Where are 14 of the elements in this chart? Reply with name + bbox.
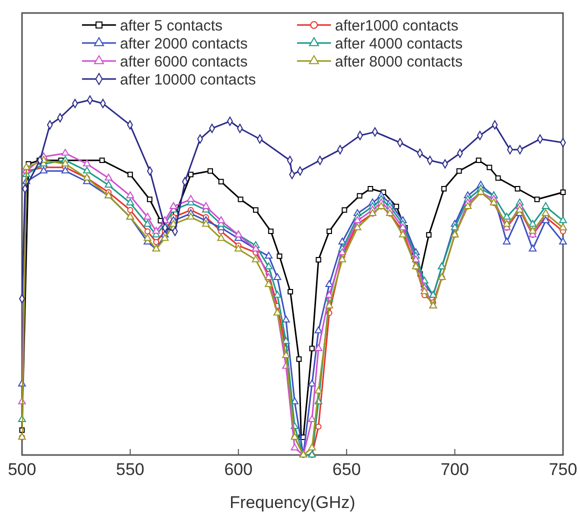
legend-label: after 2000 contacts [120,35,248,52]
x-tick-label: 600 [224,460,253,479]
legend-label: after 10000 contacts [120,71,256,88]
legend-label: after 4000 contacts [335,35,463,52]
x-tick-label: 650 [332,460,361,479]
x-tick-label: 500 [8,460,36,479]
x-tick-label: 550 [116,460,144,479]
x-tick-label: 700 [440,460,469,479]
x-tick-label: 750 [548,460,578,479]
legend-label: after 6000 contacts [120,53,248,70]
legend-label: after 5 contacts [120,17,223,34]
legend-label: after1000 contacts [335,17,458,34]
legend-label: after 8000 contacts [335,53,463,70]
x-axis-title: Frequency(GHz) [230,493,356,512]
